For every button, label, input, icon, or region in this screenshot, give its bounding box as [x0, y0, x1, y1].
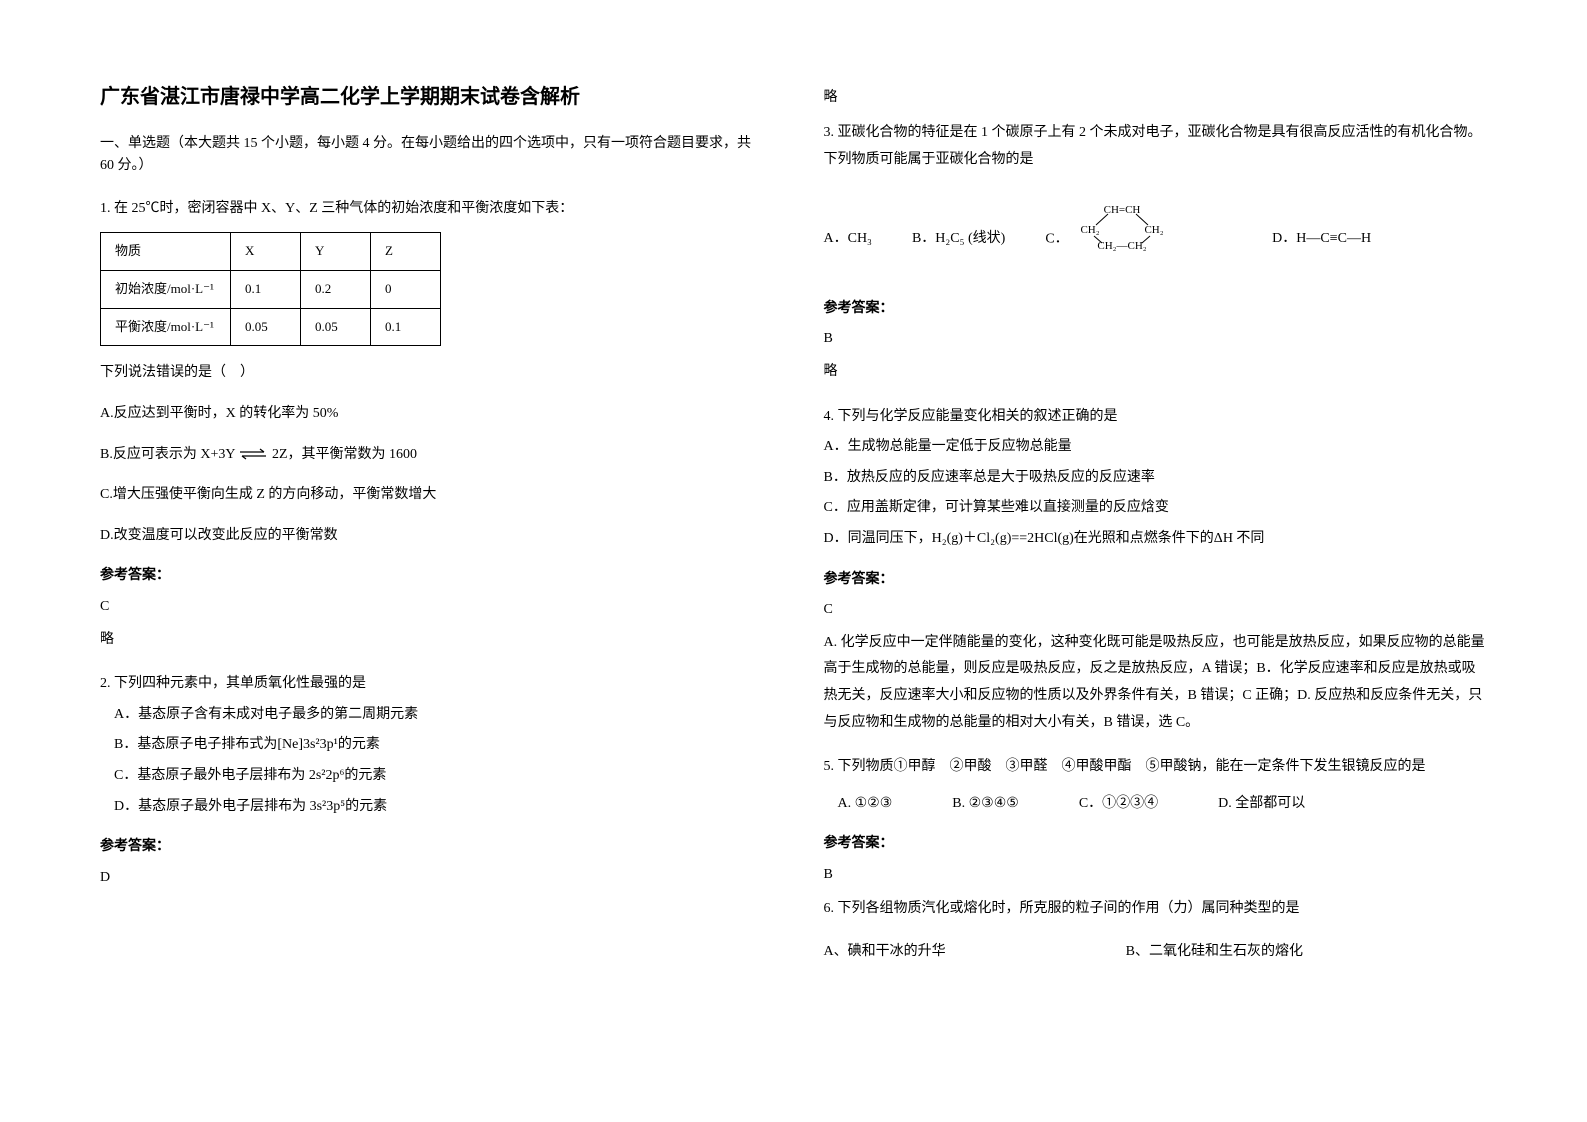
answer-label: 参考答案： — [100, 561, 764, 588]
q2-opt-b: B．基态原子电子排布式为[Ne]3s²3p¹的元素 — [100, 732, 764, 759]
diagram-text: CH=CH — [1104, 204, 1141, 216]
q5-opt-d: D. 全部都可以 — [1218, 791, 1305, 818]
q4-stem: 4. 下列与化学反应能量变化相关的叙述正确的是 — [824, 404, 1488, 431]
q2-answer: D — [100, 865, 764, 892]
cell: 0 — [371, 271, 441, 309]
q5-answer: B — [824, 862, 1488, 889]
q4-opt-d: D．同温同压下，H₂(g)＋Cl₂(g)==2HCl(g)在光照和点燃条件下的Δ… — [824, 526, 1488, 553]
cell: 物质 — [101, 233, 231, 271]
cell: 0.05 — [231, 308, 301, 346]
question-3: 3. 亚碳化合物的特征是在 1 个碳原子上有 2 个未成对电子，亚碳化合物是具有… — [824, 120, 1488, 386]
q3-options: A．CH₃ B．H₂C₅ (线状) C． CH=CH CH₂ CH₂ CH₂—C… — [824, 209, 1488, 270]
q3-opt-d: D．H—C≡C—H — [1272, 226, 1371, 253]
q1-answer: C — [100, 594, 764, 621]
q2-opt-a: A．基态原子含有未成对电子最多的第二周期元素 — [100, 702, 764, 729]
left-column: 广东省湛江市唐禄中学高二化学上学期期末试卷含解析 一、单选题（本大题共 15 个… — [100, 80, 764, 1042]
q3-stem: 3. 亚碳化合物的特征是在 1 个碳原子上有 2 个未成对电子，亚碳化合物是具有… — [824, 120, 1488, 173]
answer-label: 参考答案： — [824, 829, 1488, 856]
q4-opt-c: C．应用盖斯定律，可计算某些难以直接测量的反应焓变 — [824, 495, 1488, 522]
q5-options: A. ①②③ B. ②③④⑤ C．①②③④ D. 全部都可以 — [838, 791, 1488, 818]
q3-brief: 略 — [824, 359, 1488, 386]
q2-opt-d: D．基态原子最外电子层排布为 3s²3p⁵的元素 — [100, 794, 764, 821]
q4-opt-a: A．生成物总能量一定低于反应物总能量 — [824, 434, 1488, 461]
q3-opt-b: B．H₂C₅ (线状) — [912, 226, 1005, 253]
q1-opt-c: C.增大压强使平衡向生成 Z 的方向移动，平衡常数增大 — [100, 482, 764, 509]
q3-answer: B — [824, 326, 1488, 353]
page-title: 广东省湛江市唐禄中学高二化学上学期期末试卷含解析 — [100, 80, 764, 109]
q6-opt-a: A、碘和干冰的升华 — [824, 939, 946, 966]
diagram-text: CH₂ — [1145, 224, 1164, 236]
cyclopentene-diagram: CH=CH CH₂ CH₂ CH₂—CH₂ — [1072, 203, 1172, 264]
question-1: 1. 在 25℃时，密闭容器中 X、Y、Z 三种气体的初始浓度和平衡浓度如下表：… — [100, 196, 764, 653]
q4-answer: C — [824, 597, 1488, 624]
q5-opt-b: B. ②③④⑤ — [952, 791, 1019, 818]
cell: 0.05 — [301, 308, 371, 346]
cell: 0.2 — [301, 271, 371, 309]
cell: X — [231, 233, 301, 271]
q6-opt-b: B、二氧化硅和生石灰的熔化 — [1126, 939, 1303, 966]
table-row: 物质 X Y Z — [101, 233, 441, 271]
q2-opt-c: C．基态原子最外电子层排布为 2s²2p⁶的元素 — [100, 763, 764, 790]
q3-opt-a: A．CH₃ — [824, 226, 872, 253]
cell: 0.1 — [231, 271, 301, 309]
q1-opt-d: D.改变温度可以改变此反应的平衡常数 — [100, 523, 764, 550]
q1-stem: 1. 在 25℃时，密闭容器中 X、Y、Z 三种气体的初始浓度和平衡浓度如下表： — [100, 196, 764, 223]
cell: Y — [301, 233, 371, 271]
section-header: 一、单选题（本大题共 15 个小题，每小题 4 分。在每小题给出的四个选项中，只… — [100, 133, 764, 178]
diagram-text: CH₂ — [1081, 224, 1100, 236]
cell: 0.1 — [371, 308, 441, 346]
q2-brief: 略 — [824, 86, 1488, 106]
q2-stem: 2. 下列四种元素中，其单质氧化性最强的是 — [100, 671, 764, 698]
q1-opt-a: A.反应达到平衡时，X 的转化率为 50% — [100, 401, 764, 428]
q1-opt-b: B.反应可表示为 X+3Y 2Z，其平衡常数为 1600 — [100, 442, 764, 469]
q5-opt-c: C．①②③④ — [1079, 791, 1158, 818]
question-4: 4. 下列与化学反应能量变化相关的叙述正确的是 A．生成物总能量一定低于反应物总… — [824, 404, 1488, 737]
q6-stem: 6. 下列各组物质汽化或熔化时，所克服的粒子间的作用（力）属同种类型的是 — [824, 896, 1488, 923]
cell: 平衡浓度/mol·L⁻¹ — [101, 308, 231, 346]
q3-opt-c: C． CH=CH CH₂ CH₂ CH₂—CH₂ — [1045, 209, 1172, 270]
equilibrium-arrow-icon — [238, 448, 268, 460]
question-2: 2. 下列四种元素中，其单质氧化性最强的是 A．基态原子含有未成对电子最多的第二… — [100, 671, 764, 891]
question-6: 6. 下列各组物质汽化或熔化时，所克服的粒子间的作用（力）属同种类型的是 A、碘… — [824, 896, 1488, 965]
q1-table: 物质 X Y Z 初始浓度/mol·L⁻¹ 0.1 0.2 0 平衡浓度/mol… — [100, 232, 441, 346]
q4-opt-b: B．放热反应的反应速率总是大于吸热反应的反应速率 — [824, 465, 1488, 492]
table-row: 初始浓度/mol·L⁻¹ 0.1 0.2 0 — [101, 271, 441, 309]
right-column: 略 3. 亚碳化合物的特征是在 1 个碳原子上有 2 个未成对电子，亚碳化合物是… — [824, 80, 1488, 1042]
q5-opt-a: A. ①②③ — [838, 791, 893, 818]
q5-stem: 5. 下列物质①甲醇 ②甲酸 ③甲醛 ④甲酸甲酯 ⑤甲酸钠，能在一定条件下发生银… — [824, 754, 1488, 781]
table-row: 平衡浓度/mol·L⁻¹ 0.05 0.05 0.1 — [101, 308, 441, 346]
q1-brief: 略 — [100, 627, 764, 654]
q1-prompt: 下列说法错误的是（ ） — [100, 360, 764, 387]
diagram-text: CH₂—CH₂ — [1098, 240, 1147, 252]
answer-label: 参考答案： — [824, 294, 1488, 321]
q4-explanation: A. 化学反应中一定伴随能量的变化，这种变化既可能是吸热反应，也可能是放热反应，… — [824, 630, 1488, 736]
answer-label: 参考答案： — [100, 832, 764, 859]
cell: Z — [371, 233, 441, 271]
answer-label: 参考答案： — [824, 565, 1488, 592]
q6-options: A、碘和干冰的升华 B、二氧化硅和生石灰的熔化 — [824, 939, 1488, 966]
question-5: 5. 下列物质①甲醇 ②甲酸 ③甲醛 ④甲酸甲酯 ⑤甲酸钠，能在一定条件下发生银… — [824, 754, 1488, 888]
cell: 初始浓度/mol·L⁻¹ — [101, 271, 231, 309]
